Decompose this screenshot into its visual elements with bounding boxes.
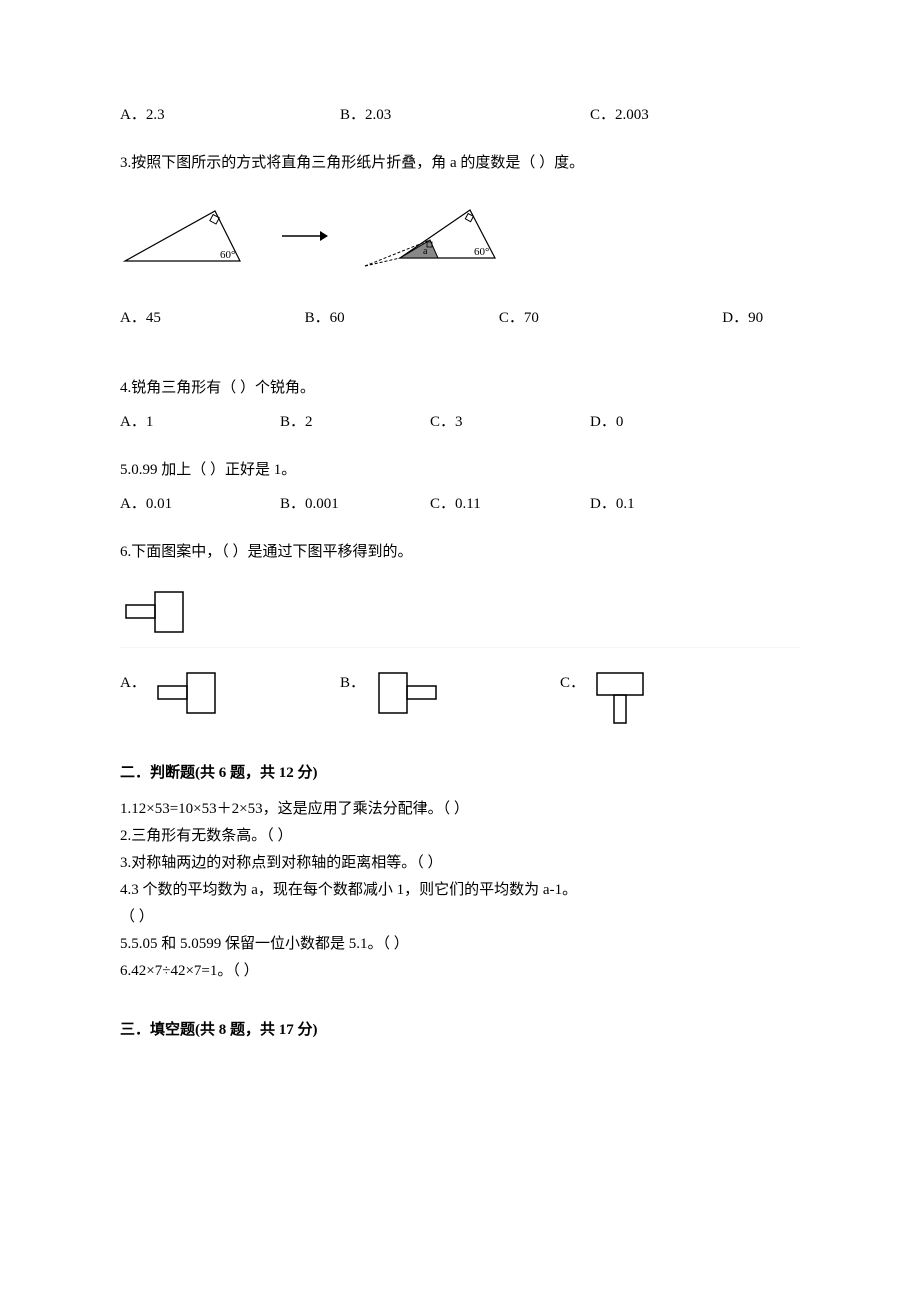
q6-opt-b-wrap: B．: [340, 668, 560, 718]
judge-1: 1.12×53=10×53＋2×53，这是应用了乘法分配律。（ ）: [120, 796, 800, 823]
q6-base-figure: [120, 587, 800, 637]
page-content: A．2.3 B．2.03 C．2.003 3.按照下图所示的方式将直角三角形纸片…: [0, 0, 920, 1113]
q3-text: 3.按照下图所示的方式将直角三角形纸片折叠，角 a 的度数是（ ）度。: [120, 148, 800, 178]
q5-opt-c: C．0.11: [430, 489, 590, 519]
hammer-down-icon-c: [591, 668, 651, 728]
angle-a-label: a: [423, 246, 428, 257]
q4-opt-d: D．0: [590, 407, 670, 437]
q3-opt-a: A．45: [120, 303, 305, 333]
q4-opt-c: C．3: [430, 407, 590, 437]
q5-opt-a: A．0.01: [120, 489, 280, 519]
q6-opt-c: C．: [560, 668, 585, 698]
q2-options: A．2.3 B．2.03 C．2.003: [120, 100, 800, 130]
hammer-right-icon-b: [371, 668, 451, 718]
q4-opt-b: B．2: [280, 407, 430, 437]
q6-options: A． B． C．: [120, 668, 800, 728]
q6-opt-a-wrap: A．: [120, 668, 340, 718]
hammer-left-icon: [120, 587, 200, 637]
q2-opt-b: B．2.03: [340, 100, 590, 130]
q5-options: A．0.01 B．0.001 C．0.11 D．0.1: [120, 489, 800, 519]
q6-opt-c-wrap: C．: [560, 668, 720, 728]
q5-opt-b: B．0.001: [280, 489, 430, 519]
q3-opt-c: C．70: [499, 303, 722, 333]
q4-opt-a: A．1: [120, 407, 280, 437]
section2-title: 二．判断题(共 6 题，共 12 分): [120, 758, 800, 788]
q6-opt-b: B．: [340, 668, 365, 698]
q5-text: 5.0.99 加上（ ）正好是 1。: [120, 455, 800, 485]
q4-text: 4.锐角三角形有（ ）个锐角。: [120, 373, 800, 403]
section3-title: 三．填空题(共 8 题，共 17 分): [120, 1015, 800, 1045]
q4-options: A．1 B．2 C．3 D．0: [120, 407, 800, 437]
q5-opt-d: D．0.1: [590, 489, 670, 519]
q3-options: A．45 B．60 C．70 D．90: [120, 303, 800, 333]
q3-figure: 60° a 60°: [120, 198, 800, 273]
judge-4a: 4.3 个数的平均数为 a，现在每个数都减小 1，则它们的平均数为 a-1。: [120, 877, 800, 904]
hammer-left-icon-a: [152, 668, 232, 718]
q6-text: 6.下面图案中，（ ）是通过下图平移得到的。: [120, 537, 800, 567]
judge-2: 2.三角形有无数条高。（ ）: [120, 823, 800, 850]
judge-4b: （ ）: [120, 904, 800, 931]
q6-opt-a: A．: [120, 668, 146, 698]
angle-60-label-2: 60°: [474, 246, 489, 258]
q2-opt-a: A．2.3: [120, 100, 340, 130]
q3-opt-d: D．90: [722, 303, 800, 333]
q2-opt-c: C．2.003: [590, 100, 790, 130]
judge-5: 5.5.05 和 5.0599 保留一位小数都是 5.1。（ ）: [120, 931, 800, 958]
q3-opt-b: B．60: [305, 303, 499, 333]
angle-60-label: 60°: [220, 249, 235, 261]
triangle-before-icon: 60°: [120, 201, 250, 271]
judge-6: 6.42×7÷42×7=1。（ ）: [120, 958, 800, 985]
triangle-after-icon: a 60°: [360, 198, 510, 273]
arrow-icon: [280, 226, 330, 246]
judge-3: 3.对称轴两边的对称点到对称轴的距离相等。（ ）: [120, 850, 800, 877]
